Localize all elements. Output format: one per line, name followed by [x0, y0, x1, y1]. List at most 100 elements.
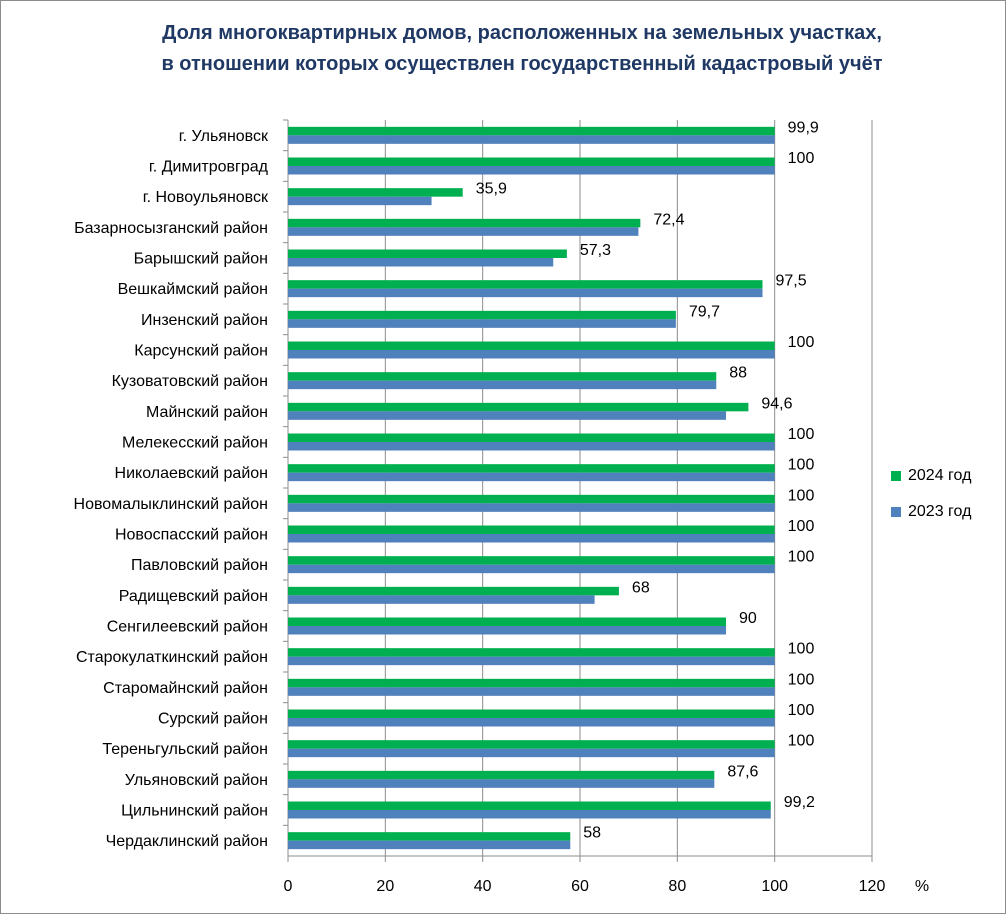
data-label: 100: [788, 487, 815, 504]
data-label: 57,3: [580, 242, 611, 259]
bar-2024: [288, 341, 775, 350]
bar-2023: [288, 626, 726, 635]
legend-label-2023: 2023 год: [908, 503, 972, 520]
legend: 2024 год 2023 год: [891, 466, 971, 538]
bar-2024: [288, 801, 771, 810]
data-label: 100: [788, 457, 815, 474]
bar-2024: [288, 770, 715, 780]
bar-2023: [288, 319, 676, 328]
category-label: Павловский район: [131, 557, 268, 574]
category-label: Инзенский район: [141, 312, 268, 329]
bar-2024: [288, 464, 775, 473]
bar-2023: [288, 135, 775, 144]
data-label: 97,5: [776, 273, 807, 290]
data-label: 88: [729, 365, 747, 382]
chart-title-line-1: Доля многоквартирных домов, расположенны…: [162, 22, 882, 44]
category-label: Цильнинский район: [121, 803, 268, 820]
legend-item-2023: 2023 год: [891, 502, 971, 522]
data-label: 87,6: [727, 763, 758, 780]
legend-item-2024: 2024 год: [891, 466, 971, 486]
bar-2023: [288, 748, 775, 758]
category-label: Новоспасский район: [115, 527, 268, 544]
category-label: Вешкаймский район: [118, 281, 268, 298]
bar-2023: [288, 534, 775, 543]
bar-2024: [288, 709, 775, 718]
data-label: 99,2: [784, 794, 815, 811]
data-label: 100: [788, 733, 815, 750]
category-label: Базарносызганский район: [74, 220, 268, 237]
data-label: 100: [788, 334, 815, 351]
bar-2023: [288, 258, 554, 267]
bar-2024: [288, 188, 463, 197]
bar-2024: [288, 525, 775, 534]
category-label: Барышский район: [134, 251, 268, 268]
category-label: Старомайнский район: [103, 680, 268, 697]
bar-2024: [288, 249, 567, 258]
bar-2024: [288, 617, 726, 626]
legend-swatch-2023: [891, 507, 901, 517]
bar-2023: [288, 227, 639, 236]
data-label: 100: [788, 549, 815, 566]
bar-2024: [288, 218, 641, 228]
bar-2024: [288, 310, 676, 320]
bar-2023: [288, 503, 775, 512]
category-label: Майнский район: [146, 404, 268, 421]
category-label: г. Димитровград: [149, 159, 269, 176]
bar-2024: [288, 372, 717, 381]
x-unit-label: %: [915, 878, 929, 895]
bar-2023: [288, 779, 715, 788]
data-label: 94,6: [761, 395, 792, 412]
legend-label-2024: 2024 год: [908, 467, 972, 484]
data-label: 100: [788, 702, 815, 719]
bar-2023: [288, 288, 763, 298]
data-label: 72,4: [653, 211, 684, 228]
bar-2024: [288, 402, 749, 412]
category-label: Радищевский район: [119, 588, 268, 605]
bar-2023: [288, 840, 571, 850]
data-label: 90: [739, 610, 757, 627]
bar-2023: [288, 350, 775, 359]
data-label: 100: [788, 150, 815, 167]
bar-2023: [288, 687, 775, 696]
category-label: Чердаклинский район: [106, 833, 268, 850]
tick-label-x-100: 100: [761, 878, 788, 895]
bar-2023: [288, 380, 717, 390]
bar-2024: [288, 433, 775, 442]
data-label: 79,7: [689, 303, 720, 320]
tick-label-x-40: 40: [474, 878, 492, 895]
tick-label-x-0: 0: [284, 878, 293, 895]
bar-2024: [288, 556, 775, 565]
category-label: Ульяновский район: [125, 772, 268, 789]
legend-swatch-2024: [891, 471, 901, 481]
bar-2023: [288, 166, 775, 175]
data-label: 99,9: [788, 119, 819, 136]
bar-2023: [288, 442, 775, 451]
category-label: Сурский район: [158, 711, 268, 728]
bar-2023: [288, 564, 775, 574]
category-label: г. Ульяновск: [179, 128, 269, 145]
category-label: Кузоватовский район: [112, 373, 268, 390]
category-label: г. Новоульяновск: [143, 189, 269, 206]
bar-2024: [288, 494, 775, 504]
category-label: Сенгилеевский район: [107, 619, 268, 636]
category-label: Мелекесский район: [122, 435, 268, 452]
tick-label-x-20: 20: [376, 878, 394, 895]
chart-title-line-2: в отношении которых осуществлен государс…: [161, 53, 883, 75]
bar-2023: [288, 411, 726, 420]
category-label: Старокулаткинский район: [76, 649, 268, 666]
tick-label-x-120: 120: [859, 878, 886, 895]
bar-2024: [288, 648, 775, 657]
data-label: 35,9: [476, 181, 507, 198]
bar-2024: [288, 832, 571, 841]
category-label: Николаевский район: [115, 465, 268, 482]
bar-2024: [288, 678, 775, 688]
tick-label-x-80: 80: [668, 878, 686, 895]
bar-2023: [288, 656, 775, 666]
data-label: 100: [788, 518, 815, 535]
bar-2023: [288, 718, 775, 727]
data-label: 100: [788, 426, 815, 443]
bar-2023: [288, 810, 771, 819]
category-label: Тереньгульский район: [102, 741, 268, 758]
bar-2023: [288, 595, 595, 604]
data-label: 100: [788, 641, 815, 658]
